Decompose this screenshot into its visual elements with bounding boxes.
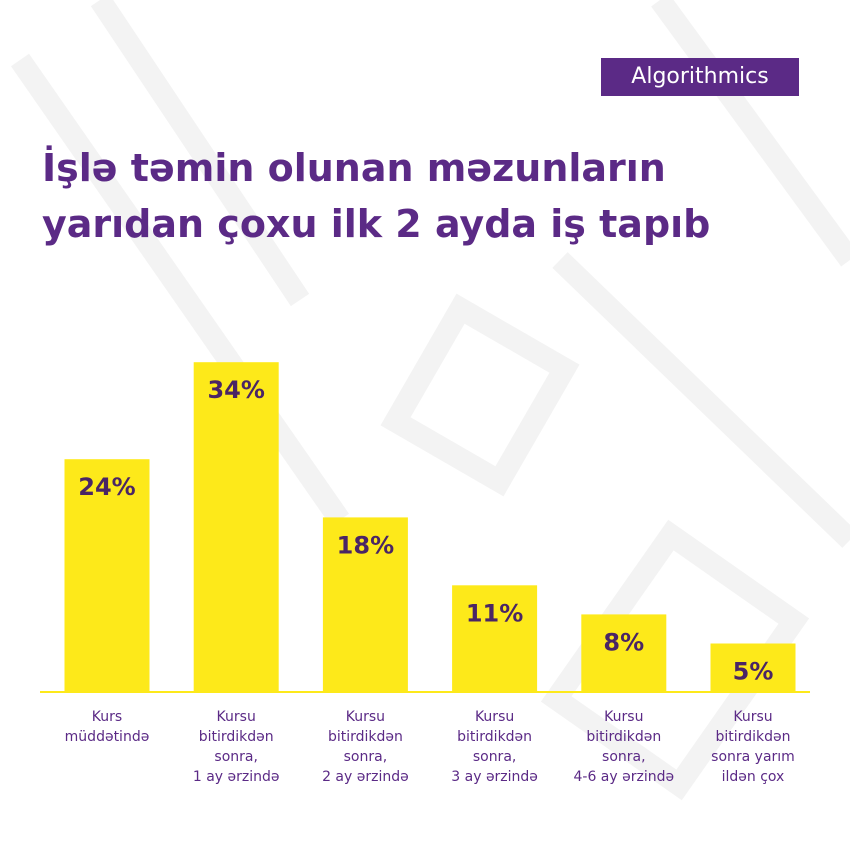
bar <box>64 459 150 692</box>
category-label: sonra, <box>602 749 646 765</box>
category-label: Kursu <box>217 709 256 725</box>
bar <box>322 517 408 692</box>
category-label: bitirdikdən <box>586 729 661 745</box>
category-label: 3 ay ərzində <box>451 769 538 785</box>
value-label: 5% <box>733 658 774 686</box>
chart-title: İşlə təmin olunan məzunların yarıdan çox… <box>42 146 711 246</box>
value-label: 18% <box>337 531 394 559</box>
category-label: sonra yarım <box>711 749 795 765</box>
category-label: sonra, <box>214 749 258 765</box>
value-label: 34% <box>207 376 264 404</box>
brand-logo: Algorithmics <box>601 58 799 96</box>
value-label: 24% <box>78 473 135 501</box>
category-label: 2 ay ərzində <box>322 769 409 785</box>
category-label: Kurs <box>92 709 122 725</box>
category-label: sonra, <box>473 749 517 765</box>
bar <box>452 585 538 692</box>
category-label: Kursu <box>604 709 643 725</box>
category-label: bitirdikdən <box>457 729 532 745</box>
category-label: Kursu <box>733 709 772 725</box>
category-label: 1 ay ərzində <box>193 769 280 785</box>
category-label: bitirdikdən <box>716 729 791 745</box>
category-label: Kursu <box>475 709 514 725</box>
bar <box>581 614 667 692</box>
category-label: bitirdikdən <box>328 729 403 745</box>
value-label: 8% <box>603 628 644 656</box>
category-label: 4-6 ay ərzində <box>573 769 674 785</box>
category-label: müddətində <box>65 729 150 745</box>
bar <box>193 362 279 692</box>
category-label: sonra, <box>344 749 388 765</box>
category-label: bitirdikdən <box>199 729 274 745</box>
value-label: 11% <box>466 599 523 627</box>
background-decoration <box>10 0 850 801</box>
category-label: ildən çox <box>722 769 785 785</box>
category-label: Kursu <box>346 709 385 725</box>
bar <box>710 643 796 692</box>
